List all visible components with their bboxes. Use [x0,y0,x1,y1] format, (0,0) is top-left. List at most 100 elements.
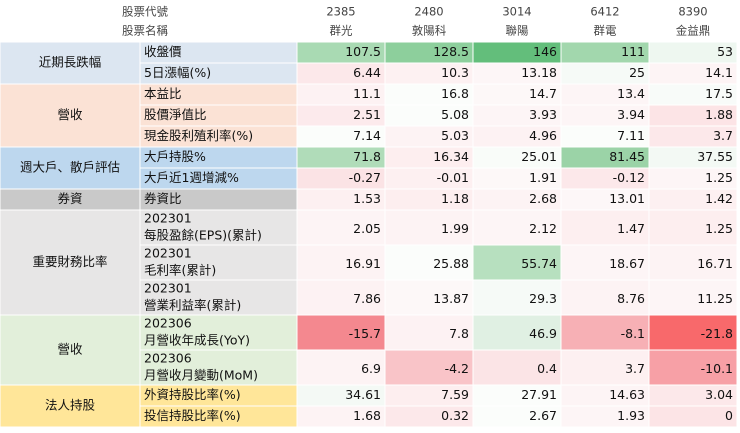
value: 107.5 [345,44,381,59]
period: 202301 [144,211,192,226]
group-name: 營收 [57,342,83,357]
group-name: 券資 [57,191,82,206]
value: 14.7 [529,86,557,101]
stock-code: 2480 [414,5,443,19]
value: 146 [533,44,557,59]
group-name: 法人持股 [45,398,96,413]
value: 14.63 [609,387,645,402]
value: 7.8 [449,326,469,341]
value: 1.93 [617,408,645,423]
value: -0.01 [437,170,469,185]
value: -8.1 [621,326,645,341]
header-label: 股票名稱 [122,24,168,38]
value: 13.4 [617,86,645,101]
value: 128.5 [433,44,469,59]
value: 16.71 [697,256,733,271]
value-cell [472,349,562,386]
value: 1.25 [705,170,733,185]
stock-code: 3014 [502,5,531,19]
value: 81.45 [609,149,645,164]
stock-code: 2385 [326,5,355,19]
value-cell [648,244,738,281]
value: 5.03 [441,128,469,143]
row-label: 大戶近1週增減% [144,170,239,185]
group-name: 重要財務比率 [32,254,107,269]
period: 202301 [144,246,192,261]
value: 46.9 [529,326,557,341]
value: 29.3 [529,291,557,306]
value: 7.14 [353,128,381,143]
value: -4.2 [445,361,469,376]
group-name: 營收 [57,107,83,122]
value-cell [296,209,386,246]
value-cell [472,209,562,246]
row-label: 收盤價 [144,44,182,59]
row-label: 券資比 [144,191,182,206]
period: 202301 [144,281,192,296]
value: 3.7 [713,128,733,143]
value-cell [648,405,738,428]
value: 13.01 [609,191,645,206]
value: -21.8 [701,326,733,341]
value: 7.11 [617,128,645,143]
value: 2.68 [529,191,557,206]
value: 1.88 [705,107,733,122]
value-cell [296,314,386,351]
value: -0.27 [349,170,381,185]
period: 202306 [144,316,192,331]
stock-name: 敦陽科 [412,24,447,38]
value-cell [648,279,738,316]
value: 7.86 [353,291,381,306]
value-cell [560,279,650,316]
value: 11.1 [353,86,381,101]
value: 13.18 [521,65,557,80]
value: 3.93 [529,107,557,122]
row-label: 本益比 [144,86,182,101]
value-cell [384,349,474,386]
value: 7.59 [441,387,469,402]
value: 2.12 [529,221,557,236]
value: 0.4 [537,361,557,376]
value-cell [472,244,562,281]
value: 1.68 [353,408,381,423]
value: 25 [629,65,645,80]
value: -15.7 [349,326,381,341]
row-label: 大戶持股% [144,149,206,164]
group-cell [0,83,141,148]
value-cell [296,279,386,316]
label-cell [139,314,298,351]
value: 53 [717,44,733,59]
value: 1.53 [353,191,381,206]
group-cell [0,314,141,386]
value: 111 [621,44,645,59]
row-label: 月營收年成長(YoY) [144,333,250,348]
value: 0 [725,408,733,423]
value: 1.25 [705,221,733,236]
row-label: 5日漲幅(%) [144,65,211,80]
row-label: 投信持股比率(%) [144,408,241,423]
stock-name: 金益鼎 [676,24,711,38]
value: 55.74 [521,256,557,271]
period: 202306 [144,351,192,366]
row-label: 現金股利殖利率(%) [144,128,253,143]
value: 0.32 [441,408,469,423]
value-cell [296,244,386,281]
value: 18.67 [609,256,645,271]
value-cell [648,209,738,246]
value: 16.34 [433,149,469,164]
group-cell [0,384,141,428]
row-label: 營業利益率(累計) [144,298,241,313]
group-name: 週大戶、散戶評估 [20,160,120,175]
value: 27.91 [521,387,557,402]
value: 25.88 [433,256,469,271]
value: -0.12 [613,170,645,185]
label-cell [139,244,298,281]
value-cell [296,349,386,386]
value: 3.94 [617,107,645,122]
value-cell [648,349,738,386]
value: 11.25 [697,291,733,306]
stock-code: 6412 [590,5,619,19]
value: 3.04 [705,387,733,402]
value: 2.67 [529,408,557,423]
value: 2.51 [353,107,381,122]
